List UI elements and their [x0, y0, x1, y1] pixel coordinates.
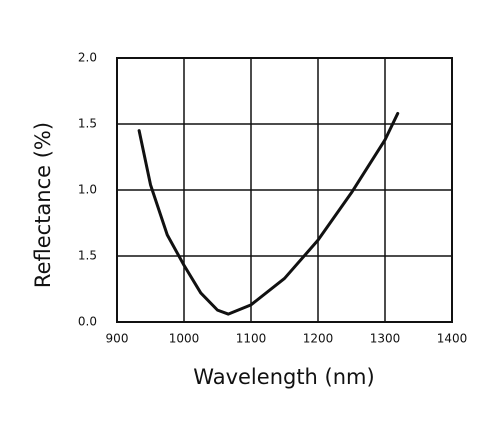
x-axis-title: Wavelength (nm) [193, 365, 374, 389]
x-tick-label: 1100 [236, 332, 267, 346]
y-axis-title: Reflectance (%) [31, 122, 55, 288]
x-tick-label: 1000 [169, 332, 200, 346]
y-tick-label: 2.0 [78, 51, 97, 65]
y-tick-label: 1.5 [78, 249, 97, 263]
y-tick-label: 1.5 [78, 117, 97, 131]
plot-frame [116, 57, 453, 323]
data-line [137, 111, 400, 316]
x-tick-label: 1300 [370, 332, 401, 346]
x-tick-label: 900 [106, 332, 129, 346]
x-tick-label: 1400 [437, 332, 468, 346]
y-tick-label: 1.0 [78, 183, 97, 197]
y-tick-label: 0.0 [78, 315, 97, 329]
x-tick-label: 1200 [303, 332, 334, 346]
